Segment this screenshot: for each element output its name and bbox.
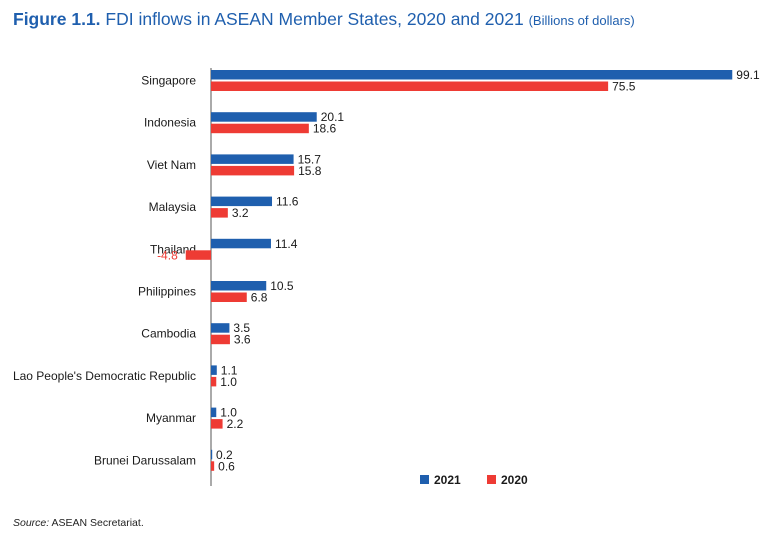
figure-label: Figure 1.1. bbox=[13, 9, 101, 29]
data-label: 2.2 bbox=[227, 417, 244, 431]
data-label: 11.6 bbox=[276, 195, 299, 209]
data-label: 18.6 bbox=[313, 122, 337, 136]
source-label: Source: bbox=[13, 517, 50, 529]
data-label: 15.7 bbox=[298, 152, 322, 166]
chart-title: Figure 1.1. FDI inflows in ASEAN Member … bbox=[13, 9, 635, 30]
category-label: Philippines bbox=[138, 285, 196, 299]
data-label: 0.2 bbox=[216, 448, 233, 462]
category-label: Myanmar bbox=[146, 411, 196, 425]
data-label: 1.0 bbox=[220, 375, 237, 389]
bar-2021 bbox=[211, 365, 217, 375]
source-note: Source: ASEAN Secretariat. bbox=[13, 517, 144, 529]
bar-2020 bbox=[211, 419, 223, 429]
bar-2020 bbox=[185, 250, 211, 260]
data-label: 11.4 bbox=[275, 237, 298, 251]
bar-2020 bbox=[211, 461, 215, 471]
data-label: 20.1 bbox=[321, 110, 345, 124]
category-label: Cambodia bbox=[141, 327, 196, 341]
bar-2021 bbox=[211, 407, 217, 418]
bar-2021 bbox=[211, 449, 213, 460]
category-label: Brunei Darussalam bbox=[94, 453, 196, 467]
bar-2020 bbox=[211, 81, 609, 91]
bar-2021 bbox=[211, 281, 267, 291]
category-label: Indonesia bbox=[144, 116, 196, 130]
bar-2021 bbox=[211, 323, 230, 333]
bar-2020 bbox=[211, 165, 295, 176]
bar-2021 bbox=[211, 154, 294, 164]
data-label: 15.8 bbox=[298, 164, 322, 178]
data-label: 0.6 bbox=[218, 459, 235, 473]
bar-2020 bbox=[211, 123, 309, 134]
data-label: 6.8 bbox=[251, 291, 268, 305]
data-label: 99.1 bbox=[736, 68, 760, 82]
category-label: Singapore bbox=[141, 74, 196, 88]
category-label: Thailand bbox=[150, 242, 196, 256]
category-label: Lao People's Democratic Republic bbox=[13, 369, 196, 383]
bar-2021 bbox=[211, 112, 317, 122]
category-label: Viet Nam bbox=[147, 158, 196, 172]
bar-2021 bbox=[211, 70, 733, 80]
bar-2020 bbox=[211, 376, 217, 387]
legend-label: 2021 bbox=[434, 473, 461, 487]
legend-swatch-2020 bbox=[487, 475, 496, 484]
data-label: -4.8 bbox=[157, 248, 178, 262]
category-label: Malaysia bbox=[149, 200, 197, 214]
unit-label: (Billions of dollars) bbox=[528, 13, 635, 28]
data-label: 1.0 bbox=[220, 406, 237, 420]
bar-2020 bbox=[211, 334, 230, 345]
data-label: 75.5 bbox=[612, 80, 636, 94]
legend-label: 2020 bbox=[501, 473, 528, 487]
data-label: 10.5 bbox=[270, 279, 294, 293]
legend-swatch-2021 bbox=[420, 475, 429, 484]
bar-2020 bbox=[211, 208, 228, 218]
data-label: 1.1 bbox=[221, 363, 238, 377]
data-label: 3.6 bbox=[234, 333, 251, 347]
bar-2020 bbox=[211, 292, 247, 302]
title-text: FDI inflows in ASEAN Member States, 2020… bbox=[105, 9, 524, 29]
bar-2021 bbox=[211, 196, 273, 207]
data-label: 3.2 bbox=[232, 206, 249, 220]
bar-2021 bbox=[211, 238, 271, 249]
data-label: 3.5 bbox=[233, 321, 250, 335]
source-text: ASEAN Secretariat. bbox=[51, 517, 144, 529]
